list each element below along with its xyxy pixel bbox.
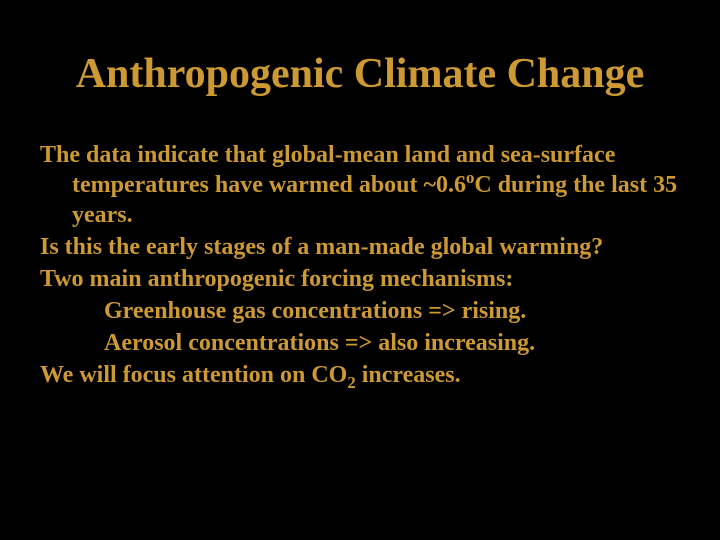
para-focus: We will focus attention on CO2 increases… (40, 360, 680, 390)
para-data: The data indicate that global-mean land … (40, 140, 680, 230)
para-mechanisms: Two main anthropogenic forcing mechanism… (40, 264, 680, 294)
text-segment: increases. (356, 362, 461, 388)
para-aerosol: Aerosol concentrations => also increasin… (40, 328, 680, 358)
para-greenhouse: Greenhouse gas concentrations => rising. (40, 296, 680, 326)
slide: Anthropogenic Climate Change The data in… (0, 0, 720, 540)
co2-subscript: 2 (347, 373, 355, 392)
slide-body: The data indicate that global-mean land … (40, 140, 680, 390)
slide-title: Anthropogenic Climate Change (40, 50, 680, 98)
text-segment: We will focus attention on CO (40, 362, 347, 388)
para-question: Is this the early stages of a man-made g… (40, 232, 680, 262)
